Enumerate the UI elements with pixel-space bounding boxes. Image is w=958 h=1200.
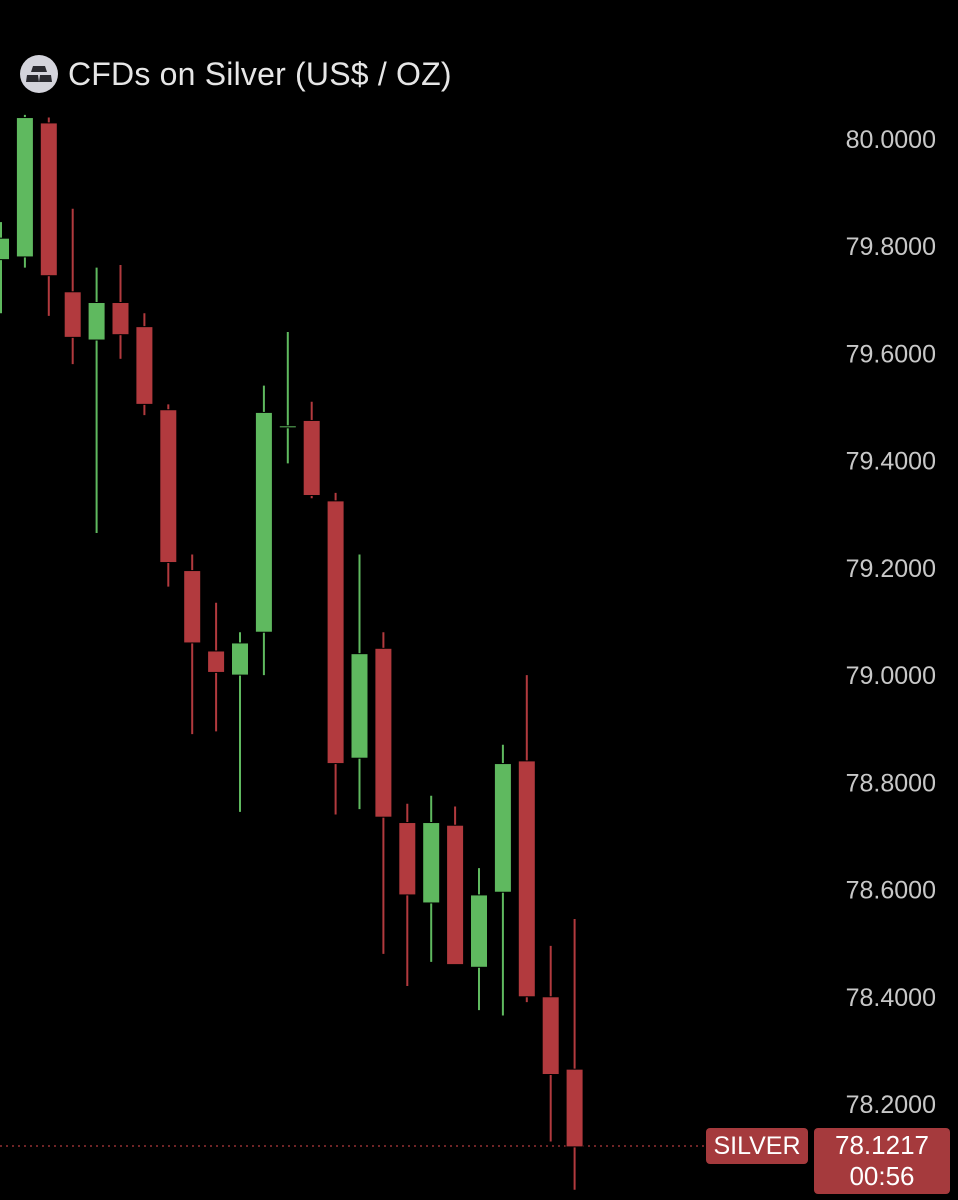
candle[interactable] xyxy=(39,117,58,316)
candle-countdown: 00:56 xyxy=(849,1161,915,1191)
candle[interactable] xyxy=(278,332,297,464)
candle-body xyxy=(111,302,130,336)
last-price-value: 78.1217 xyxy=(835,1130,929,1160)
candle[interactable] xyxy=(63,208,82,365)
candle-body xyxy=(493,763,512,893)
candle[interactable] xyxy=(446,806,465,966)
y-tick-label: 80.0000 xyxy=(846,126,936,154)
candle-body xyxy=(15,117,34,258)
candle-body xyxy=(398,822,417,896)
candle[interactable] xyxy=(15,114,34,268)
candle[interactable] xyxy=(541,945,560,1142)
candle[interactable] xyxy=(302,401,321,499)
candle-body xyxy=(159,409,178,564)
candle-body xyxy=(231,642,249,676)
chart-header: CFDs on Silver (US$ / OZ) xyxy=(20,52,452,96)
candle-body xyxy=(374,647,393,818)
candle-body xyxy=(302,419,321,497)
candle[interactable] xyxy=(493,744,512,1016)
candle[interactable] xyxy=(254,385,273,676)
candle[interactable] xyxy=(231,632,249,812)
candle[interactable] xyxy=(207,602,226,732)
candle[interactable] xyxy=(111,264,130,359)
candle[interactable] xyxy=(470,868,488,1011)
candle-body xyxy=(326,500,345,765)
y-tick-label: 78.8000 xyxy=(846,769,936,797)
candle-body xyxy=(63,291,82,338)
candle[interactable] xyxy=(326,492,345,815)
candle-body xyxy=(183,570,202,644)
candle[interactable] xyxy=(183,554,202,735)
candle-body xyxy=(446,824,465,966)
candle[interactable] xyxy=(565,919,584,1190)
candle[interactable] xyxy=(398,803,417,987)
candle[interactable] xyxy=(422,795,441,962)
y-tick-label: 78.6000 xyxy=(846,877,936,905)
y-tick-label: 78.2000 xyxy=(846,1091,936,1119)
chart-title: CFDs on Silver (US$ / OZ) xyxy=(68,55,452,92)
y-tick-label: 79.6000 xyxy=(846,340,936,368)
candle-body xyxy=(0,237,10,261)
silver-bars-icon xyxy=(20,55,58,93)
y-tick-label: 79.4000 xyxy=(846,448,936,476)
candle[interactable] xyxy=(159,404,178,587)
candle-body xyxy=(422,822,441,904)
symbol-badge: SILVER xyxy=(706,1128,808,1164)
candle[interactable] xyxy=(135,313,154,416)
candle-body xyxy=(207,650,226,673)
candle[interactable] xyxy=(0,222,10,314)
candle[interactable] xyxy=(374,632,393,954)
y-tick-label: 79.8000 xyxy=(846,233,936,261)
candle[interactable] xyxy=(517,675,536,1003)
candle-body xyxy=(350,653,369,759)
symbol-label: SILVER xyxy=(713,1131,801,1160)
candle[interactable] xyxy=(350,554,369,810)
candle-body xyxy=(565,1068,584,1148)
candle-body xyxy=(517,760,536,998)
candle[interactable] xyxy=(87,267,106,534)
candle-body xyxy=(541,996,560,1076)
last-price-badge: 78.1217 00:56 xyxy=(814,1128,950,1194)
y-tick-label: 78.4000 xyxy=(846,984,936,1012)
candle-body xyxy=(254,411,273,633)
candle-body xyxy=(135,326,154,405)
y-tick-label: 79.2000 xyxy=(846,555,936,583)
candle-body xyxy=(87,302,106,341)
candle-body xyxy=(39,122,58,277)
candle-body xyxy=(470,894,488,968)
candle-body xyxy=(278,425,297,429)
y-tick-label: 79.0000 xyxy=(846,662,936,690)
